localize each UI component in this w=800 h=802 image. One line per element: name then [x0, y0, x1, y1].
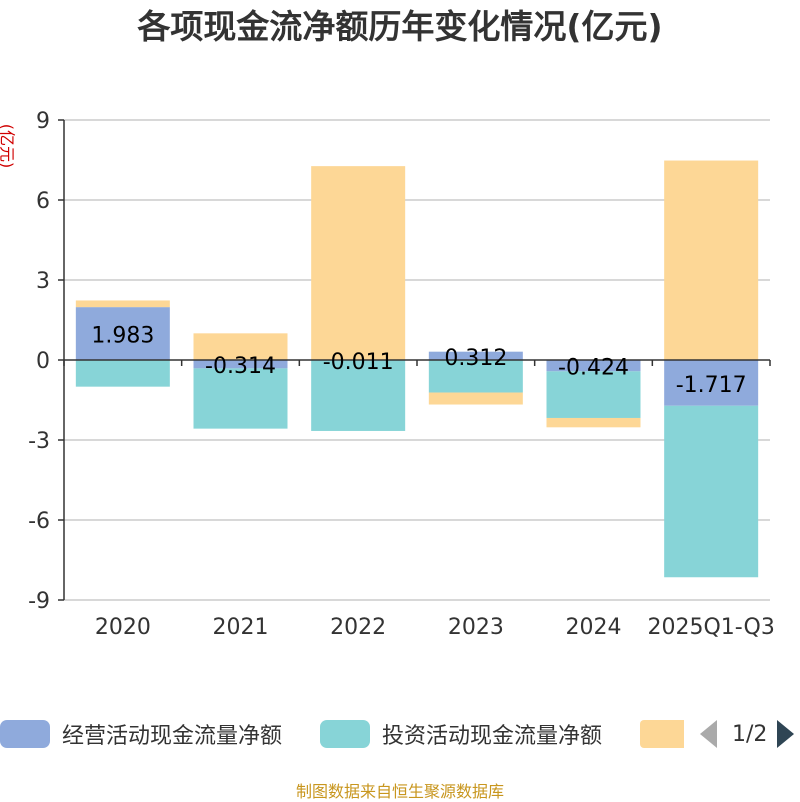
- bar-series2-0[interactable]: [76, 300, 170, 307]
- data-source-note: 制图数据来自恒生聚源数据库: [0, 778, 800, 802]
- x-tick-label: 2022: [330, 615, 386, 640]
- bar-data-label: -0.424: [558, 356, 629, 381]
- legend-item-operating[interactable]: 经营活动现金流量净额: [0, 716, 282, 752]
- legend-swatch-investing: [320, 720, 370, 748]
- legend-swatch-operating: [0, 720, 50, 748]
- y-tick-label: 3: [36, 269, 50, 294]
- bar-series2-5[interactable]: [664, 161, 758, 360]
- y-tick-label: -3: [28, 429, 50, 454]
- legend-item-investing[interactable]: 投资活动现金流量净额: [320, 716, 602, 752]
- bar-data-label: 1.983: [91, 324, 154, 349]
- legend-label-operating: 经营活动现金流量净额: [62, 718, 282, 750]
- bar-series2-3[interactable]: [429, 393, 523, 405]
- x-tick-label: 2025Q1-Q3: [647, 615, 774, 640]
- legend: 经营活动现金流量净额 投资活动现金流量净额 1/2: [0, 716, 800, 752]
- bar-data-label: 0.312: [444, 346, 507, 371]
- bar-data-label: -0.314: [205, 354, 276, 379]
- x-tick-label: 2023: [448, 615, 504, 640]
- bar-data-label: -0.011: [323, 350, 394, 375]
- legend-prev-page-icon[interactable]: [700, 720, 717, 748]
- legend-page-indicator: 1/2: [732, 722, 767, 747]
- bar-series1-5[interactable]: [664, 406, 758, 577]
- y-tick-label: 6: [36, 189, 50, 214]
- legend-next-page-icon[interactable]: [777, 720, 794, 748]
- bar-series2-2[interactable]: [311, 166, 405, 360]
- y-tick-label: -9: [28, 589, 50, 614]
- bars-layer: [76, 161, 758, 578]
- x-tick-label: 2020: [95, 615, 151, 640]
- y-tick-label: 9: [36, 109, 50, 134]
- y-tick-label: 0: [36, 349, 50, 374]
- legend-swatch-financing: [640, 720, 684, 748]
- bar-data-label: -1.717: [676, 373, 747, 398]
- legend-label-investing: 投资活动现金流量净额: [382, 718, 602, 750]
- bar-series2-4[interactable]: [547, 418, 641, 427]
- y-tick-label: -6: [28, 509, 50, 534]
- legend-item-financing[interactable]: [640, 716, 684, 752]
- x-tick-label: 2021: [213, 615, 269, 640]
- bar-series1-0[interactable]: [76, 360, 170, 387]
- legend-pager: 1/2: [700, 716, 794, 752]
- x-tick-label: 2024: [566, 615, 622, 640]
